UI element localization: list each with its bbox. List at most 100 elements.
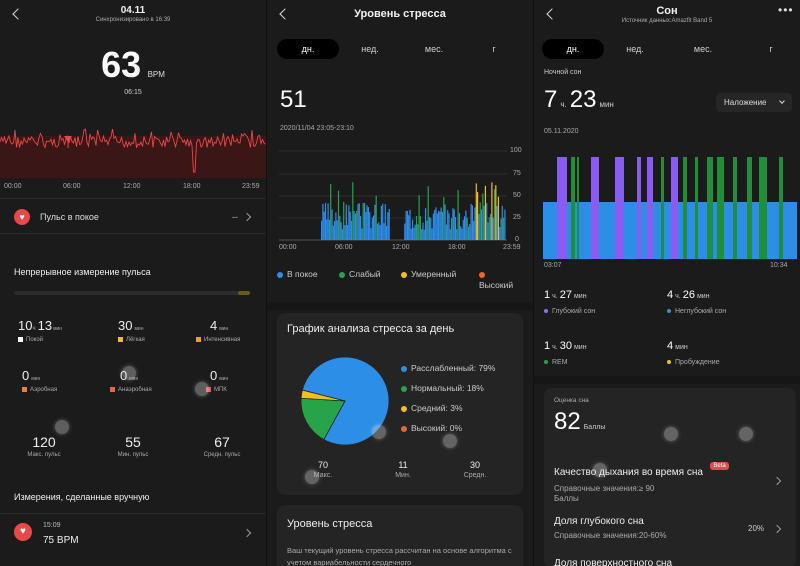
x-tick: 12:00 — [123, 183, 141, 190]
pie-stat-min: 11 Мин. — [395, 460, 411, 479]
stat-avg: 67 Средн. пульс — [203, 434, 241, 458]
stress-bar — [405, 210, 407, 240]
stress-bar — [495, 185, 497, 240]
stress-pie-chart[interactable] — [299, 355, 391, 447]
rem-sleep-bar — [661, 157, 664, 259]
stress-bar — [378, 222, 380, 240]
stress-screen: Уровень стресса дн. нед. мес. г 51 2020/… — [267, 0, 533, 566]
night-sleep-label: Ночной сон — [544, 69, 582, 76]
pie-slice[interactable] — [301, 356, 390, 446]
tab-year[interactable]: г — [492, 44, 496, 54]
stress-bar — [408, 215, 410, 240]
rem-sleep-bar — [695, 157, 698, 259]
rest-pulse-row[interactable]: ♥ Пульс в покое -- — [0, 198, 266, 234]
tab-month[interactable]: мес. — [424, 44, 444, 54]
tab-week[interactable]: нед. — [626, 44, 644, 54]
deep-sleep-bar — [637, 157, 641, 259]
phase-deep: 1 ч. 27 мин Глубокий сон — [544, 289, 596, 315]
stress-bar — [343, 201, 345, 240]
row-title: Качество дыхания во время сна — [554, 467, 703, 478]
pie-slice[interactable] — [300, 389, 346, 402]
manual-measurement-row[interactable]: ♥ 15:09 75 BPM — [0, 513, 266, 553]
x-tick: 18:00 — [183, 183, 201, 190]
more-options-icon[interactable]: ••• — [778, 3, 794, 17]
stress-bar — [492, 217, 494, 240]
tab-day[interactable]: дн. — [542, 39, 604, 59]
section-title: Измерения, сделанные вручную — [14, 492, 150, 502]
pulse-screen: 04.11 Синхронизировано в 16:39 63 BPM 06… — [0, 0, 266, 566]
stress-bar — [371, 217, 373, 240]
sync-status: Синхронизировано в 16:39 — [95, 17, 171, 23]
pie-legend-normal: Нормальный: 18% — [401, 383, 484, 393]
stat-max: 120 Макс. пульс — [27, 434, 61, 458]
tab-month[interactable]: мес. — [693, 44, 713, 54]
stress-bar — [323, 211, 325, 240]
stress-bar — [345, 204, 347, 240]
phase-light: 4 ч. 26 мин Неглубокий сон — [667, 289, 727, 315]
stress-bar — [504, 209, 506, 240]
heart-rate-chart[interactable] — [0, 108, 266, 178]
stress-bar — [352, 182, 354, 240]
stress-bar — [347, 224, 349, 240]
deep-sleep-share-row[interactable]: Доля глубокого сна Справочные значения:2… — [554, 516, 784, 546]
stress-bar — [499, 227, 501, 240]
measurement-time: 15:09 — [43, 522, 61, 529]
deep-sleep-bar — [671, 157, 678, 259]
overlay-dropdown[interactable]: Наложение — [716, 93, 792, 112]
legend-square — [118, 337, 123, 342]
stress-bar — [445, 224, 447, 240]
stress-bar — [484, 185, 486, 240]
legend-rest: В покое — [277, 269, 318, 279]
phase-rem: 1 ч. 30 мин REM — [544, 340, 587, 366]
x-tick: 06:00 — [63, 183, 81, 190]
marker-triangle[interactable] — [64, 136, 72, 142]
touch-indicator — [372, 425, 386, 439]
stress-bar — [425, 208, 427, 240]
stress-bar — [490, 213, 492, 240]
stress-bar — [462, 219, 464, 240]
rem-sleep-bar — [717, 157, 724, 259]
zone-rest: 10ч 13мин Покой — [18, 318, 63, 344]
y-tick: 50 — [513, 192, 521, 199]
tab-year[interactable]: г — [769, 44, 773, 54]
stress-bar — [415, 216, 418, 240]
legend-square — [206, 387, 211, 392]
bpm-unit: BPM — [147, 70, 165, 79]
sleep-date: 05.11.2020 — [544, 128, 579, 135]
page-title: Уровень стресса — [354, 8, 446, 20]
heart-rate-line — [0, 128, 266, 173]
rem-sleep-bar — [779, 157, 783, 259]
breath-quality-row[interactable]: Качество дыхания во время сна Beta Справ… — [554, 462, 784, 503]
touch-indicator — [55, 420, 69, 434]
zone-intense: 4 мин Интенсивная — [196, 317, 240, 343]
stress-bar — [406, 210, 408, 240]
stress-bar — [444, 204, 446, 240]
stress-bar — [479, 202, 481, 240]
row-title[interactable]: Доля поверхностного сна — [554, 558, 673, 566]
sleep-chart[interactable] — [543, 157, 797, 259]
x-tick: 18:00 — [448, 244, 466, 251]
zone-anaerobic: 0 мин Анаэробная — [110, 367, 152, 393]
zone-aerobic: 0 мин Аэробная — [22, 368, 58, 394]
pie-slice[interactable] — [300, 397, 346, 441]
stress-chart[interactable] — [279, 146, 507, 242]
tab-week[interactable]: нед. — [361, 44, 379, 54]
y-tick: 25 — [513, 214, 521, 221]
pie-legend-relaxed: Расслабленный: 79% — [401, 363, 523, 373]
touch-indicator — [195, 382, 209, 396]
chevron-right-icon — [242, 528, 252, 538]
stress-bar — [461, 228, 463, 240]
stress-bar — [412, 219, 414, 240]
heart-icon: ♥ — [14, 209, 30, 225]
stress-bar — [482, 193, 484, 240]
stress-bar — [493, 189, 496, 240]
stress-bar — [466, 218, 468, 240]
stress-bar — [474, 207, 476, 240]
tab-day[interactable]: дн. — [277, 39, 339, 59]
stress-bar — [379, 224, 381, 240]
stress-bar — [467, 226, 470, 240]
y-tick: 0 — [515, 236, 519, 243]
zone-vo2max: 0 мин МПК — [206, 367, 228, 393]
card-title: График анализа стресса за день — [287, 323, 455, 335]
page-title: Сон — [656, 5, 678, 17]
